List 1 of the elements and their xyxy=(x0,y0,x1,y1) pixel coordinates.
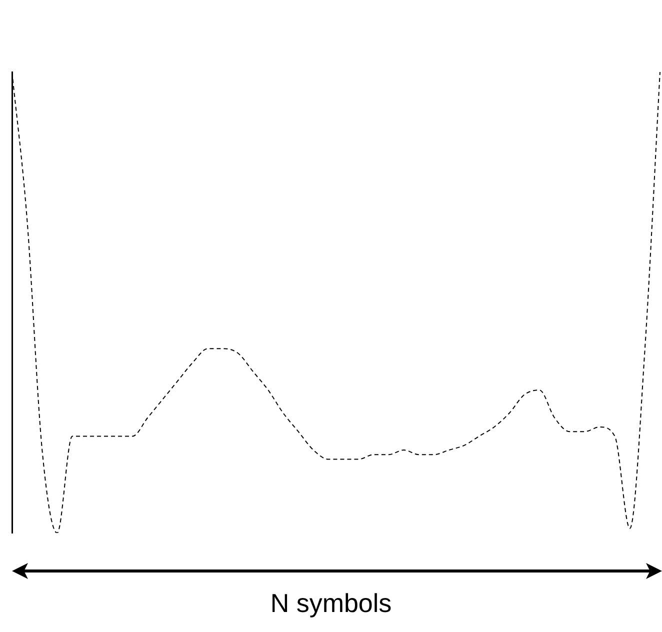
x-axis-title: N symbols xyxy=(269,588,393,619)
